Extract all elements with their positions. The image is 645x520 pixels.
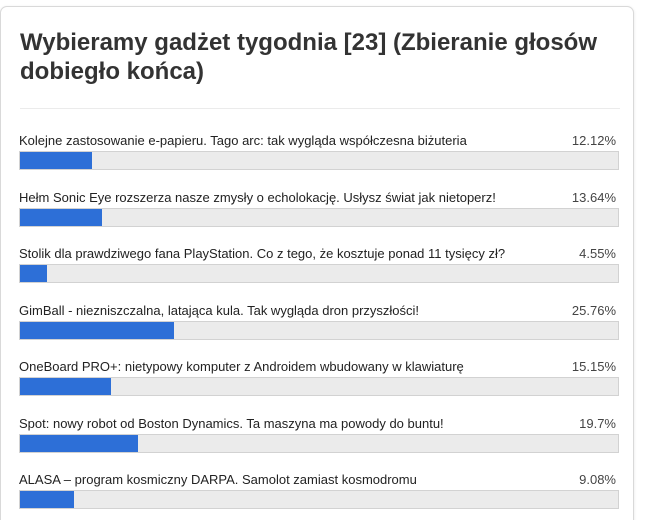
poll-option: GimBall - niezniszczalna, latająca kula.…	[19, 303, 621, 347]
poll-option-percent: 19.7%	[579, 416, 616, 431]
poll-option-percent: 13.64%	[571, 190, 616, 205]
poll-option-label: ALASA – program kosmiczny DARPA. Samolot…	[19, 472, 417, 487]
poll-option-percent: 4.55%	[579, 246, 616, 261]
poll-option: Stolik dla prawdziwego fana PlayStation.…	[19, 246, 621, 290]
result-bar-track	[19, 208, 619, 227]
poll-option: OneBoard PRO+: nietypowy komputer z Andr…	[19, 359, 621, 403]
poll-option-label: Stolik dla prawdziwego fana PlayStation.…	[19, 246, 506, 261]
title-divider	[20, 108, 620, 109]
result-bar-fill	[20, 435, 138, 452]
poll-title: Wybieramy gadżet tygodnia [23] (Zbierani…	[20, 29, 597, 85]
poll-option: Hełm Sonic Eye rozszerza nasze zmysły o …	[19, 190, 621, 234]
result-bar-fill	[20, 152, 92, 169]
poll-option-percent: 25.76%	[571, 303, 616, 318]
result-bar-track	[19, 434, 619, 453]
result-bar-fill	[20, 491, 74, 508]
result-bar-track	[19, 321, 619, 340]
poll-option-label: OneBoard PRO+: nietypowy komputer z Andr…	[19, 359, 464, 374]
result-bar-fill	[20, 322, 174, 339]
result-bar-track	[19, 264, 619, 283]
poll-option-percent: 12.12%	[571, 133, 616, 148]
poll-option: ALASA – program kosmiczny DARPA. Samolot…	[19, 472, 621, 516]
poll-option-percent: 9.08%	[579, 472, 616, 487]
poll-option: Kolejne zastosowanie e-papieru. Tago arc…	[19, 133, 621, 177]
poll-option-label: Hełm Sonic Eye rozszerza nasze zmysły o …	[19, 190, 496, 205]
poll-option-percent: 15.15%	[571, 359, 616, 374]
result-bar-fill	[20, 265, 47, 282]
poll-option-label: GimBall - niezniszczalna, latająca kula.…	[19, 303, 420, 318]
poll-option-label: Kolejne zastosowanie e-papieru. Tago arc…	[19, 133, 467, 148]
result-bar-track	[19, 490, 619, 509]
poll-option: Spot: nowy robot od Boston Dynamics. Ta …	[19, 416, 621, 460]
poll-option-label: Spot: nowy robot od Boston Dynamics. Ta …	[19, 416, 444, 431]
result-bar-fill	[20, 378, 111, 395]
result-bar-track	[19, 151, 619, 170]
result-bar-track	[19, 377, 619, 396]
result-bar-fill	[20, 209, 102, 226]
